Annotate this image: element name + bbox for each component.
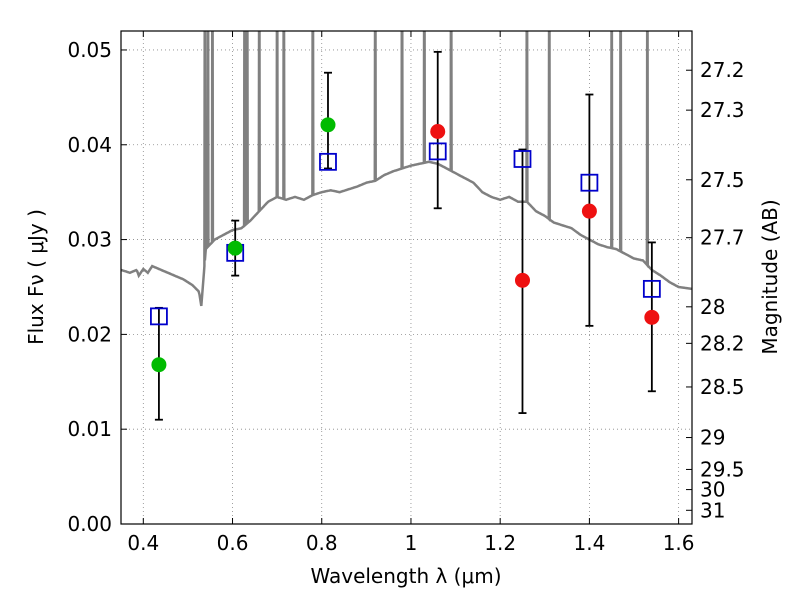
y-tick-label-4: 0.04 [67, 133, 112, 157]
y-tick-label-3: 0.03 [67, 228, 112, 252]
mag-tick-label-0: 27.2 [700, 58, 745, 82]
red-point-3 [644, 309, 660, 325]
x-tick-label-3: 1 [405, 531, 418, 555]
mag-tick-label-8: 29.5 [700, 457, 745, 481]
green-point-1 [227, 240, 243, 256]
mag-tick-label-5: 28.2 [700, 331, 745, 355]
model-point-4 [513, 150, 532, 168]
y-tick-label-0: 0.00 [67, 512, 112, 536]
y-tick-label-2: 0.02 [67, 322, 112, 346]
x-tick-label-4: 1.2 [484, 531, 516, 555]
y-tick-label-1: 0.01 [67, 417, 112, 441]
model-point-2 [319, 152, 337, 171]
mag-tick-label-9: 30 [700, 478, 725, 502]
mag-tick-label-7: 29 [700, 426, 725, 450]
plot-frame [120, 30, 693, 525]
spectrum-line [121, 31, 692, 307]
model-point-3 [428, 142, 447, 161]
red-point-0 [430, 123, 446, 139]
mag-tick-label-2: 27.5 [700, 168, 745, 192]
model-point-5 [580, 173, 599, 192]
green-point-2 [320, 117, 336, 133]
y-axis-ticks: 0.00 0.01 0.02 0.03 0.04 0.05 [67, 38, 127, 536]
spectrum-layer [121, 31, 692, 307]
mag-tick-label-10: 31 [700, 498, 725, 522]
x-axis-title: Wavelength λ (μm) [310, 564, 501, 588]
model-point-6 [642, 279, 661, 298]
data-markers [150, 117, 661, 373]
red-point-1 [514, 272, 530, 288]
x-tick-label-2: 0.8 [306, 531, 338, 555]
x-tick-label-1: 0.6 [217, 531, 249, 555]
mag-tick-label-6: 28.5 [700, 375, 745, 399]
magnitude-axis-title: Magnitude (AB) [758, 199, 782, 354]
green-point-0 [151, 357, 167, 373]
red-point-2 [581, 203, 597, 219]
mag-tick-label-3: 27.7 [700, 226, 745, 250]
x-tick-label-5: 1.4 [573, 531, 605, 555]
y-axis-title: Flux Fν ( μJy ) [24, 209, 48, 345]
mag-tick-label-1: 27.3 [700, 98, 745, 122]
y-tick-label-5: 0.05 [67, 38, 112, 62]
x-tick-label-6: 1.6 [663, 531, 695, 555]
x-axis-ticks: 0.4 0.6 0.8 1 1.2 1.4 1.6 [127, 31, 695, 555]
mag-tick-label-4: 28 [700, 295, 725, 319]
x-tick-label-0: 0.4 [127, 531, 159, 555]
model-point-0 [150, 307, 168, 326]
